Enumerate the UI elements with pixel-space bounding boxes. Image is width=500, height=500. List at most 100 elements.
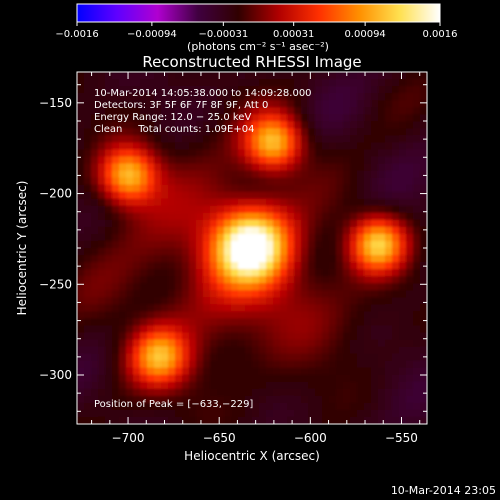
heatmap-cell <box>154 240 162 249</box>
heatmap-cell <box>210 248 218 256</box>
heatmap-cell <box>336 170 344 179</box>
heatmap-cell <box>294 212 302 221</box>
heatmap-cell <box>140 107 148 115</box>
heatmap-cell <box>357 191 365 200</box>
heatmap-cell <box>385 332 393 341</box>
heatmap-cell <box>126 233 134 242</box>
heatmap-cell <box>140 318 148 327</box>
heatmap-cell <box>161 184 169 193</box>
heatmap-cell <box>91 297 99 305</box>
heatmap-cell <box>189 226 197 235</box>
heatmap-cell <box>147 107 155 115</box>
heatmap-cell <box>189 114 197 122</box>
heatmap-cell <box>77 269 85 277</box>
heatmap-cell <box>399 367 407 376</box>
heatmap-cell <box>315 142 323 151</box>
heatmap-cell <box>119 149 127 158</box>
heatmap-cell <box>273 212 281 221</box>
heatmap-cell <box>294 128 302 136</box>
heatmap-cell <box>245 156 253 165</box>
heatmap-cell <box>413 409 421 418</box>
heatmap-cell <box>196 107 204 115</box>
heatmap-cell <box>294 86 302 94</box>
heatmap-cell <box>126 381 134 390</box>
heatmap-cell <box>112 240 120 249</box>
heatmap-cell <box>217 86 225 94</box>
heatmap-cell <box>91 290 99 298</box>
heatmap-cell <box>182 290 190 298</box>
heatmap-cell <box>154 409 162 418</box>
heatmap-cell <box>357 149 365 158</box>
heatmap-cell <box>224 290 232 298</box>
heatmap-cell <box>336 142 344 151</box>
heatmap-cell <box>280 346 288 355</box>
heatmap-cell <box>287 100 295 108</box>
heatmap-cell <box>336 269 344 277</box>
heatmap-cell <box>399 416 407 424</box>
heatmap-cell <box>413 121 421 129</box>
heatmap-cell <box>203 325 211 334</box>
heatmap-cell <box>406 212 414 221</box>
heatmap-cell <box>350 325 358 334</box>
heatmap-cell <box>392 86 400 94</box>
heatmap-cell <box>336 332 344 341</box>
heatmap-cell <box>420 311 427 319</box>
heatmap-cell <box>413 395 421 404</box>
heatmap-cell <box>357 233 365 242</box>
heatmap-cell <box>126 416 134 424</box>
heatmap-cell <box>203 107 211 115</box>
heatmap-cell <box>182 402 190 411</box>
heatmap-cell <box>189 128 197 136</box>
heatmap-cell <box>371 395 379 404</box>
heatmap-cell <box>84 205 92 214</box>
heatmap-cell <box>322 269 330 277</box>
heatmap-cell <box>91 269 99 277</box>
heatmap-cell <box>336 318 344 327</box>
heatmap-cell <box>140 360 148 369</box>
heatmap-cell <box>273 100 281 108</box>
heatmap-cell <box>112 163 120 172</box>
heatmap-cell <box>294 135 302 143</box>
heatmap-cell <box>259 212 267 221</box>
heatmap-cell <box>182 269 190 277</box>
heatmap-cell <box>154 72 162 80</box>
heatmap-cell <box>399 205 407 214</box>
heatmap-cell <box>126 290 134 298</box>
heatmap-cell <box>350 72 358 80</box>
heatmap-cell <box>77 93 85 101</box>
heatmap-cell <box>126 107 134 115</box>
heatmap-cell <box>294 177 302 186</box>
heatmap-cell <box>224 339 232 348</box>
heatmap-cell <box>385 318 393 327</box>
heatmap-cell <box>91 86 99 94</box>
heatmap-cell <box>392 381 400 390</box>
heatmap-cell <box>182 318 190 327</box>
heatmap-cell <box>259 240 267 249</box>
heatmap-cell <box>182 409 190 418</box>
heatmap-cell <box>308 395 316 404</box>
heatmap-cell <box>224 149 232 158</box>
heatmap-cell <box>413 128 421 136</box>
heatmap-cell <box>350 219 358 228</box>
heatmap-cell <box>343 339 351 348</box>
heatmap-cell <box>196 226 204 235</box>
heatmap-cell <box>308 353 316 362</box>
heatmap-cell <box>105 219 113 228</box>
heatmap-cell <box>196 170 204 179</box>
heatmap-cell <box>84 233 92 242</box>
heatmap-cell <box>357 205 365 214</box>
heatmap-cell <box>168 184 176 193</box>
heatmap-cell <box>294 248 302 256</box>
heatmap-cell <box>147 318 155 327</box>
heatmap-cell <box>91 135 99 143</box>
heatmap-cell <box>133 374 141 383</box>
heatmap-cell <box>84 198 92 207</box>
heatmap-cell <box>385 360 393 369</box>
heatmap-cell <box>301 142 309 151</box>
heatmap-cell <box>168 163 176 172</box>
heatmap-cell <box>301 205 309 214</box>
heatmap-cell <box>350 332 358 341</box>
heatmap-cell <box>294 332 302 341</box>
heatmap-cell <box>378 240 386 249</box>
heatmap-cell <box>112 318 120 327</box>
